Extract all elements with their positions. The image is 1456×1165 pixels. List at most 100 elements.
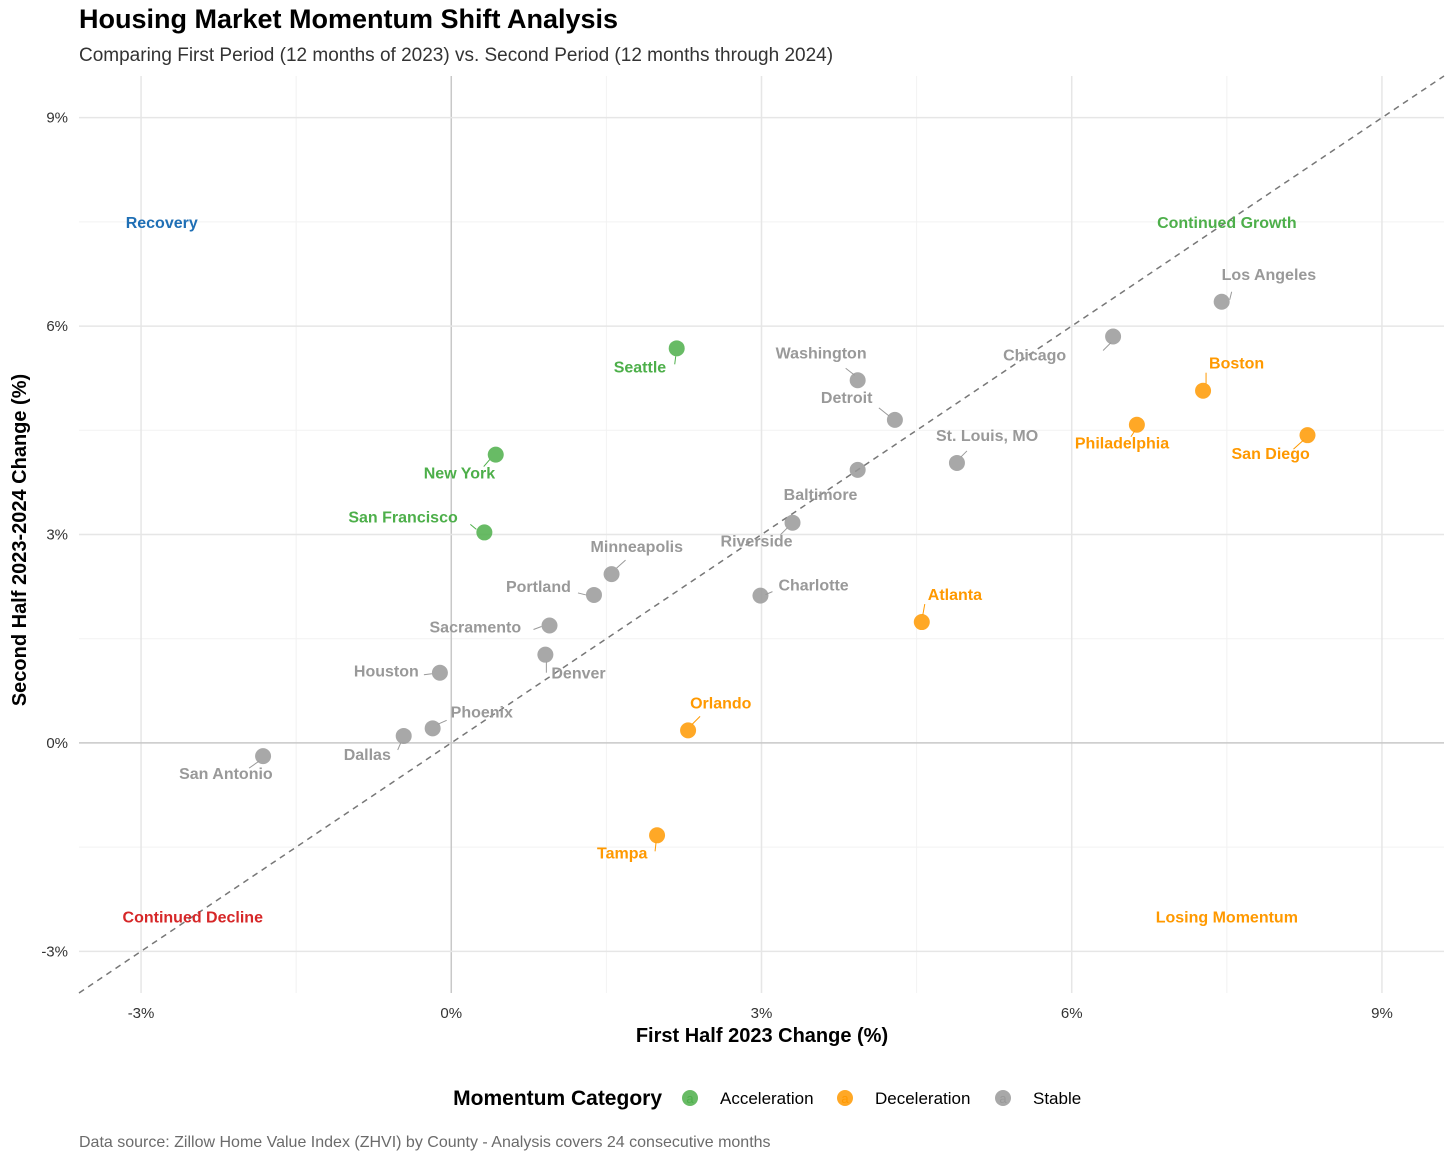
- point-baltimore: [849, 461, 866, 478]
- y-tick-label: 0%: [46, 735, 68, 752]
- x-tick-label: -3%: [128, 1005, 155, 1022]
- y-tick-label: 6%: [46, 318, 68, 335]
- point-new-york: [487, 446, 504, 463]
- label-denver: Denver: [551, 666, 605, 683]
- leader-los-angeles: [1229, 291, 1233, 300]
- label-riverside: Riverside: [721, 534, 793, 551]
- label-leader-lines: [248, 291, 1304, 852]
- data-source-caption: Data source: Zillow Home Value Index (ZH…: [79, 1134, 771, 1151]
- x-axis-title: First Half 2023 Change (%): [636, 1025, 888, 1047]
- label-detroit: Detroit: [821, 390, 873, 407]
- quadrant-label: Recovery: [126, 215, 198, 232]
- quadrant-label: Continued Growth: [1157, 215, 1297, 232]
- leader-minneapolis: [616, 559, 626, 569]
- x-axis-ticks: -3% 0% 3% 6% 9%: [128, 1005, 1393, 1022]
- label-houston: Houston: [354, 664, 419, 681]
- point-orlando: [680, 722, 697, 739]
- point-detroit: [886, 411, 903, 428]
- point-st-louis-mo: [948, 454, 965, 471]
- leader-sacramento: [533, 626, 542, 630]
- legend-label-acceleration: Acceleration: [720, 1089, 814, 1108]
- label-seattle: Seattle: [614, 359, 667, 376]
- label-boston: Boston: [1209, 356, 1264, 373]
- label-charlotte: Charlotte: [778, 578, 848, 595]
- point-dallas: [395, 727, 412, 744]
- leader-san-antonio: [248, 760, 260, 769]
- point-san-francisco: [476, 524, 493, 541]
- point-atlanta: [913, 614, 930, 631]
- leader-houston: [423, 673, 432, 676]
- point-los-angeles: [1213, 293, 1230, 310]
- leader-riverside: [780, 527, 788, 536]
- leader-chicago: [1102, 342, 1112, 351]
- legend: Momentum Category a Acceleration a Decelera…: [453, 1087, 1081, 1110]
- point-philadelphia: [1128, 416, 1145, 433]
- leader-orlando: [691, 716, 701, 725]
- legend-key-glyph: a: [686, 1091, 694, 1106]
- point-san-antonio: [255, 748, 272, 765]
- label-st-louis-mo: St. Louis, MO: [936, 428, 1038, 445]
- leader-dallas: [397, 742, 402, 751]
- leader-new-york: [483, 459, 491, 467]
- label-chicago: Chicago: [1003, 348, 1066, 365]
- point-san-diego: [1299, 427, 1316, 444]
- quadrant-labels: Recovery Continued Growth Continued Declin…: [123, 215, 1298, 927]
- point-denver: [537, 646, 554, 663]
- point-portland: [585, 586, 602, 603]
- leader-phoenix: [437, 719, 447, 725]
- point-riverside: [784, 514, 801, 531]
- point-chicago: [1105, 328, 1122, 345]
- label-washington: Washington: [776, 345, 867, 362]
- point-seattle: [668, 340, 685, 357]
- label-new-york: New York: [424, 466, 496, 483]
- leader-atlanta: [922, 603, 926, 616]
- y-axis-title: Second Half 2023-2024 Change (%): [9, 374, 31, 706]
- point-charlotte: [752, 587, 769, 604]
- leader-detroit: [878, 407, 890, 417]
- label-tampa: Tampa: [597, 845, 647, 862]
- label-orlando: Orlando: [690, 695, 752, 712]
- legend-label-deceleration: Deceleration: [875, 1089, 970, 1108]
- x-tick-label: 0%: [440, 1005, 462, 1022]
- legend-key-acceleration: [682, 1090, 698, 1106]
- legend-key-deceleration: [837, 1090, 853, 1106]
- label-los-angeles: Los Angeles: [1222, 267, 1317, 284]
- y-axis-ticks: -3% 0% 3% 6% 9%: [41, 110, 68, 961]
- y-tick-label: 9%: [46, 110, 68, 127]
- x-tick-label: 9%: [1371, 1005, 1393, 1022]
- label-portland: Portland: [506, 579, 571, 596]
- point-boston: [1195, 382, 1212, 399]
- legend-key-glyph: a: [999, 1091, 1007, 1106]
- x-tick-label: 6%: [1061, 1005, 1083, 1022]
- chart-title: Housing Market Momentum Shift Analysis: [79, 4, 619, 34]
- quadrant-label: Continued Decline: [123, 910, 264, 927]
- label-san-antonio: San Antonio: [179, 766, 273, 783]
- quadrant-label: Losing Momentum: [1156, 910, 1298, 927]
- label-san-francisco: San Francisco: [348, 509, 458, 526]
- label-sacramento: Sacramento: [430, 620, 522, 637]
- point-labels: Los Angeles Chicago Boston Philadelphia San …: [179, 267, 1316, 863]
- x-tick-label: 3%: [751, 1005, 773, 1022]
- leader-portland: [577, 592, 587, 596]
- label-minneapolis: Minneapolis: [591, 539, 684, 556]
- legend-label-stable: Stable: [1033, 1089, 1081, 1108]
- legend-key-stable: [995, 1090, 1011, 1106]
- label-phoenix: Phoenix: [451, 704, 513, 721]
- chart-subtitle: Comparing First Period (12 months of 202…: [79, 45, 834, 66]
- point-minneapolis: [603, 566, 620, 583]
- leader-san-francisco: [470, 524, 477, 530]
- point-houston: [431, 664, 448, 681]
- y-tick-label: 3%: [46, 527, 68, 544]
- legend-key-glyph: a: [841, 1091, 849, 1106]
- data-points: [255, 293, 1316, 844]
- label-baltimore: Baltimore: [784, 487, 858, 504]
- label-philadelphia: Philadelphia: [1075, 436, 1169, 453]
- point-sacramento: [541, 617, 558, 634]
- point-washington: [849, 372, 866, 389]
- point-tampa: [649, 827, 666, 844]
- leader-st-louis-mo: [960, 450, 968, 458]
- label-san-diego: San Diego: [1232, 446, 1310, 463]
- legend-title: Momentum Category: [453, 1087, 662, 1110]
- y-tick-label: -3%: [41, 943, 68, 960]
